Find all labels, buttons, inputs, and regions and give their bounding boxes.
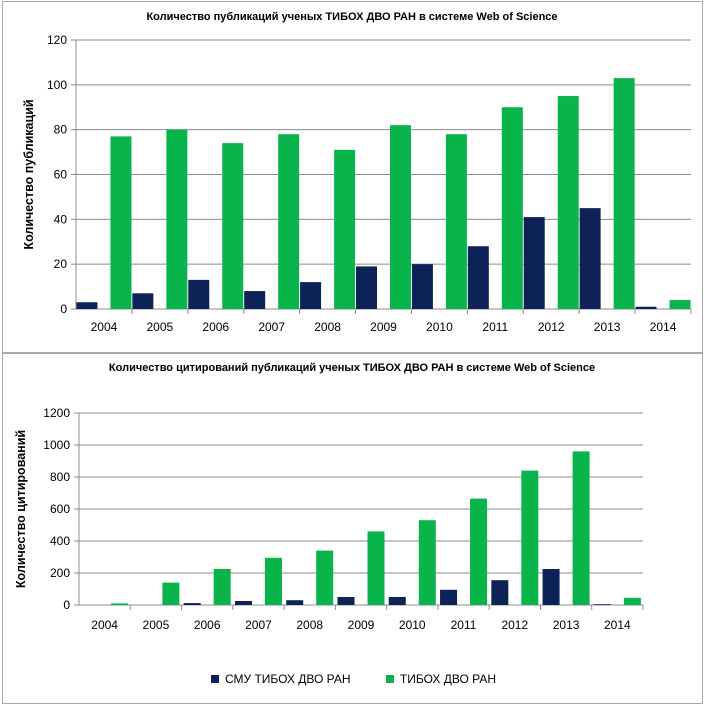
bar-smu-2010 [388, 597, 406, 605]
bar-tiboh-2006 [222, 143, 244, 309]
y-tick-label: 400 [50, 534, 70, 548]
bar-smu-2012 [491, 580, 509, 605]
x-tick-label: 2011 [451, 618, 477, 632]
bar-tiboh-2004 [111, 603, 129, 605]
y-tick-label: 1000 [43, 438, 70, 452]
x-tick-label: 2006 [202, 320, 229, 334]
bar-smu-2014 [593, 604, 611, 605]
y-tick-label: 1200 [43, 406, 70, 420]
x-tick-label: 2014 [604, 618, 631, 632]
x-tick-label: 2006 [194, 618, 221, 632]
x-tick-label: 2004 [91, 618, 118, 632]
bar-tiboh-2013 [572, 451, 590, 605]
y-tick-label: 800 [50, 470, 70, 484]
y-axis-label: Количество публикаций [22, 99, 36, 249]
x-tick-label: 2014 [650, 320, 677, 334]
publications-chart: Количество публикаций ученых ТИБОХ ДВО Р… [22, 11, 692, 334]
bar-tiboh-2008 [334, 149, 356, 309]
y-axis-label: Количество цитирований [14, 430, 28, 588]
bar-smu-2008 [300, 282, 322, 309]
bar-smu-2004 [76, 302, 98, 309]
x-tick-label: 2004 [91, 320, 118, 334]
bar-smu-2010 [411, 264, 433, 309]
bar-tiboh-2009 [390, 125, 411, 309]
chart-title: Количество публикаций ученых ТИБОХ ДВО Р… [146, 11, 557, 23]
legend-label-tiboh: ТИБОХ ДВО РАН [399, 672, 497, 686]
legend-swatch-tiboh [385, 675, 394, 683]
bar-tiboh-2014 [623, 597, 641, 605]
legend-item-smu: СМУ ТИБОХ ДВО РАН [210, 672, 351, 686]
bar-tiboh-2008 [316, 550, 334, 605]
bar-tiboh-2011 [470, 498, 488, 605]
bar-smu-2007 [244, 291, 266, 309]
chart-legend: СМУ ТИБОХ ДВО РАН ТИБОХ ДВО РАН [3, 672, 704, 686]
x-tick-label: 2008 [314, 320, 341, 334]
bar-smu-2008 [286, 600, 304, 605]
bar-tiboh-2010 [418, 520, 436, 605]
x-tick-label: 2005 [147, 320, 174, 334]
x-tick-label: 2008 [296, 618, 323, 632]
bar-tiboh-2005 [166, 129, 188, 309]
y-tick-label: 600 [50, 502, 70, 516]
x-tick-label: 2011 [482, 320, 508, 334]
bar-tiboh-2013 [613, 78, 635, 309]
bar-tiboh-2014 [669, 300, 691, 309]
x-tick-label: 2010 [399, 618, 426, 632]
y-tick-label: 120 [47, 33, 67, 47]
bar-smu-2013 [579, 208, 601, 309]
citations-chart: Количество цитирований публикаций ученых… [14, 362, 644, 632]
y-tick-label: 0 [60, 302, 67, 316]
bar-tiboh-2012 [557, 96, 579, 310]
y-tick-label: 60 [54, 168, 68, 182]
y-tick-label: 0 [63, 598, 70, 612]
x-tick-label: 2009 [370, 320, 397, 334]
x-tick-label: 2007 [245, 618, 272, 632]
x-tick-label: 2007 [258, 320, 285, 334]
bar-smu-2006 [188, 279, 210, 309]
publications-chart-panel: Количество публикаций ученых ТИБОХ ДВО Р… [2, 1, 703, 353]
citations-chart-panel: Количество цитирований публикаций ученых… [2, 353, 703, 704]
y-tick-label: 100 [47, 78, 67, 92]
legend-label-smu: СМУ ТИБОХ ДВО РАН [224, 672, 351, 686]
bar-tiboh-2004 [110, 136, 132, 309]
bar-tiboh-2009 [367, 531, 385, 605]
bar-smu-2011 [467, 246, 489, 309]
x-tick-label: 2010 [426, 320, 453, 334]
bar-smu-2012 [523, 217, 545, 309]
bar-tiboh-2012 [521, 470, 539, 605]
y-tick-label: 200 [50, 566, 70, 580]
bar-tiboh-2007 [264, 557, 282, 605]
bar-tiboh-2007 [278, 134, 300, 309]
bar-tiboh-2011 [501, 107, 523, 309]
bar-smu-2013 [542, 569, 560, 605]
bar-smu-2005 [132, 293, 154, 309]
x-tick-label: 2005 [143, 618, 170, 632]
chart-title: Количество цитирований публикаций ученых… [109, 362, 595, 374]
bar-smu-2011 [440, 589, 458, 605]
bar-smu-2006 [183, 603, 201, 605]
y-tick-label: 20 [54, 257, 68, 271]
y-tick-label: 80 [54, 123, 68, 137]
x-tick-label: 2013 [553, 618, 580, 632]
bar-smu-2014 [635, 306, 657, 309]
x-tick-label: 2012 [501, 618, 528, 632]
x-tick-label: 2013 [594, 320, 621, 334]
bar-smu-2009 [337, 597, 355, 605]
x-tick-label: 2012 [538, 320, 565, 334]
bar-tiboh-2005 [162, 582, 180, 605]
y-tick-label: 40 [54, 212, 68, 226]
legend-swatch-smu [210, 675, 219, 683]
bar-smu-2009 [356, 266, 377, 309]
legend-item-tiboh: ТИБОХ ДВО РАН [385, 672, 497, 686]
bar-smu-2007 [234, 601, 252, 605]
bar-tiboh-2006 [213, 569, 231, 605]
bar-tiboh-2010 [445, 134, 467, 309]
x-tick-label: 2009 [348, 618, 375, 632]
